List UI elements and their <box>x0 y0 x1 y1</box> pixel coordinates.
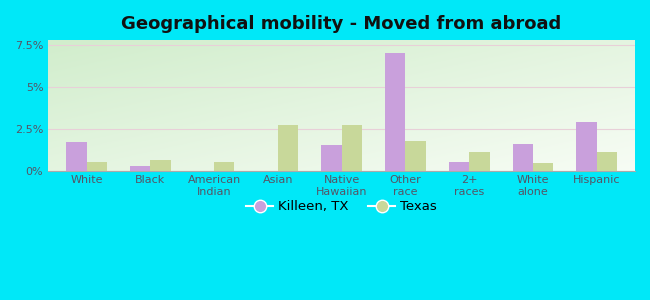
Bar <box>385 53 406 171</box>
Bar <box>214 162 235 171</box>
Bar <box>150 160 171 171</box>
Bar <box>406 141 426 171</box>
Bar <box>130 166 150 171</box>
Title: Geographical mobility - Moved from abroad: Geographical mobility - Moved from abroa… <box>122 15 562 33</box>
Legend: Killeen, TX, Texas: Killeen, TX, Texas <box>241 195 442 219</box>
Bar <box>513 144 533 171</box>
Bar <box>577 122 597 171</box>
Bar <box>448 162 469 171</box>
Bar <box>278 124 298 171</box>
Bar <box>321 146 342 171</box>
Bar <box>533 163 553 171</box>
Bar <box>342 124 362 171</box>
Bar <box>469 152 489 171</box>
Bar <box>597 152 617 171</box>
Bar <box>86 162 107 171</box>
Bar <box>66 142 86 171</box>
